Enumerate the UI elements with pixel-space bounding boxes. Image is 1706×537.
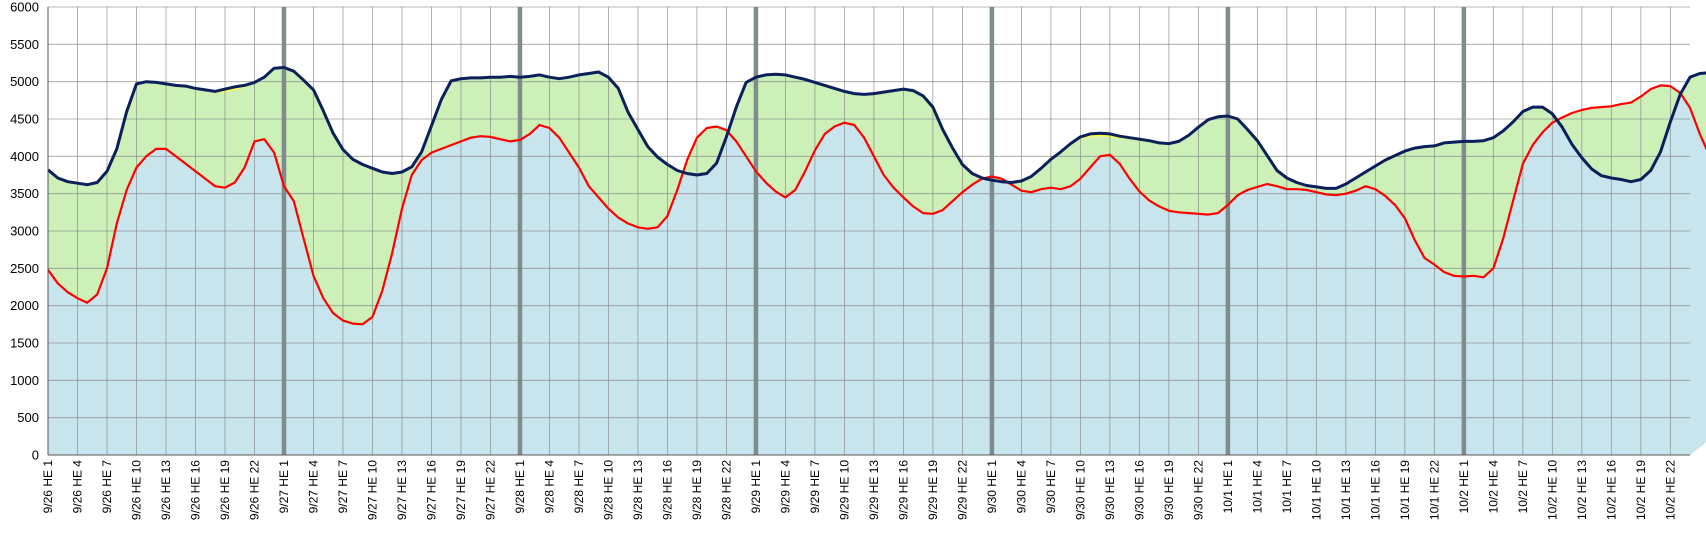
- x-tick-label: 9/26 HE 22: [248, 460, 262, 520]
- series-lines: [47, 66, 1706, 326]
- y-tick-label: 3500: [10, 186, 39, 201]
- y-tick-label: 0: [32, 448, 39, 463]
- x-tick-label: 9/27 HE 13: [395, 460, 409, 520]
- x-tick-label: 9/30 HE 7: [1044, 460, 1058, 514]
- x-tick-label: 9/27 HE 19: [454, 460, 468, 520]
- x-tick-label: 10/1 HE 1: [1221, 460, 1235, 514]
- x-tick-label: 9/27 HE 1: [277, 460, 291, 514]
- x-tick-label: 10/2 HE 10: [1545, 460, 1559, 520]
- y-tick-label: 4500: [10, 112, 39, 127]
- x-tick-label: 9/30 HE 1: [985, 460, 999, 514]
- x-tick-label: 9/28 HE 13: [631, 460, 645, 520]
- y-tick-label: 5500: [10, 37, 39, 52]
- x-tick-label: 10/2 HE 7: [1516, 460, 1530, 514]
- x-tick-label: 9/28 HE 4: [542, 460, 556, 514]
- y-tick-label: 1000: [10, 373, 39, 388]
- x-tick-label: 10/2 HE 13: [1575, 460, 1589, 520]
- x-tick-label: 10/2 HE 1: [1457, 460, 1471, 514]
- y-tick-label: 2500: [10, 261, 39, 276]
- x-tick-label: 9/26 HE 4: [71, 460, 85, 514]
- x-tick-label: 9/30 HE 10: [1073, 460, 1087, 520]
- x-tick-label: 10/1 HE 19: [1398, 460, 1412, 520]
- area-fills: [48, 67, 1706, 455]
- x-tick-label: 9/30 HE 13: [1103, 460, 1117, 520]
- x-tick-label: 9/30 HE 19: [1162, 460, 1176, 520]
- x-tick-label: 9/28 HE 7: [572, 460, 586, 514]
- y-tick-label: 4000: [10, 149, 39, 164]
- x-tick-label: 9/29 HE 10: [837, 460, 851, 520]
- x-tick-label: 10/1 HE 7: [1280, 460, 1294, 514]
- x-tick-label: 9/29 HE 1: [749, 460, 763, 514]
- red-series-line: [47, 84, 1706, 326]
- x-tick-label: 9/28 HE 1: [513, 460, 527, 514]
- axes: [47, 7, 1690, 456]
- x-tick-label: 10/1 HE 16: [1368, 460, 1382, 520]
- day-dividers: [281, 7, 1467, 455]
- x-tick-label: 10/1 HE 22: [1427, 460, 1441, 520]
- x-tick-label: 9/27 HE 22: [484, 460, 498, 520]
- x-tick-label: 9/26 HE 1: [41, 460, 55, 514]
- x-tick-label: 10/1 HE 13: [1339, 460, 1353, 520]
- x-tick-label: 9/26 HE 19: [218, 460, 232, 520]
- x-tick-label: 9/27 HE 4: [307, 460, 321, 514]
- x-tick-label: 9/27 HE 10: [366, 460, 380, 520]
- x-tick-label: 9/26 HE 13: [159, 460, 173, 520]
- x-tick-label: 9/29 HE 7: [808, 460, 822, 514]
- y-tick-label: 3000: [10, 224, 39, 239]
- x-tick-label: 9/30 HE 4: [1014, 460, 1028, 514]
- fill-below-red: [48, 85, 1706, 455]
- x-tick-label: 10/1 HE 10: [1309, 460, 1323, 520]
- x-tick-label: 9/26 HE 7: [100, 460, 114, 514]
- fill-green-band: [48, 68, 1706, 325]
- x-tick-label: 10/2 HE 22: [1663, 460, 1677, 520]
- x-tick-labels: 9/26 HE 1 9/26 HE 4 9/26 HE 7 9/26 HE 10 9/2…: [41, 460, 1677, 520]
- x-tick-label: 9/30 HE 22: [1191, 460, 1205, 520]
- x-tick-label: 9/28 HE 10: [601, 460, 615, 520]
- x-tick-label: 9/29 HE 4: [778, 460, 792, 514]
- x-tick-label: 9/27 HE 7: [336, 460, 350, 514]
- x-tick-label: 9/28 HE 22: [719, 460, 733, 520]
- x-tick-label: 9/27 HE 16: [425, 460, 439, 520]
- x-tick-label: 9/29 HE 19: [926, 460, 940, 520]
- x-tick-label: 9/28 HE 19: [690, 460, 704, 520]
- x-tick-label: 10/2 HE 4: [1486, 460, 1500, 514]
- x-tick-label: 10/2 HE 16: [1604, 460, 1618, 520]
- x-tick-label: 9/26 HE 16: [189, 460, 203, 520]
- y-tick-label: 2000: [10, 298, 39, 313]
- x-tick-label: 10/1 HE 4: [1250, 460, 1264, 514]
- y-tick-labels: 0 500 1000 1500 2000 2500 3000 3500 4000 4500 5000…: [10, 0, 39, 463]
- x-tick-label: 9/29 HE 22: [955, 460, 969, 520]
- x-tick-label: 9/29 HE 16: [896, 460, 910, 520]
- y-tick-label: 5000: [10, 74, 39, 89]
- y-tick-label: 500: [17, 410, 39, 425]
- x-tick-label: 9/28 HE 16: [660, 460, 674, 520]
- y-tick-label: 6000: [10, 0, 39, 15]
- x-tick-label: 9/29 HE 13: [867, 460, 881, 520]
- x-tick-label: 10/2 HE 19: [1634, 460, 1648, 520]
- x-tick-label: 9/26 HE 10: [130, 460, 144, 520]
- navy-series-line: [47, 66, 1706, 190]
- y-tick-label: 1500: [10, 336, 39, 351]
- x-tick-label: 9/30 HE 16: [1132, 460, 1146, 520]
